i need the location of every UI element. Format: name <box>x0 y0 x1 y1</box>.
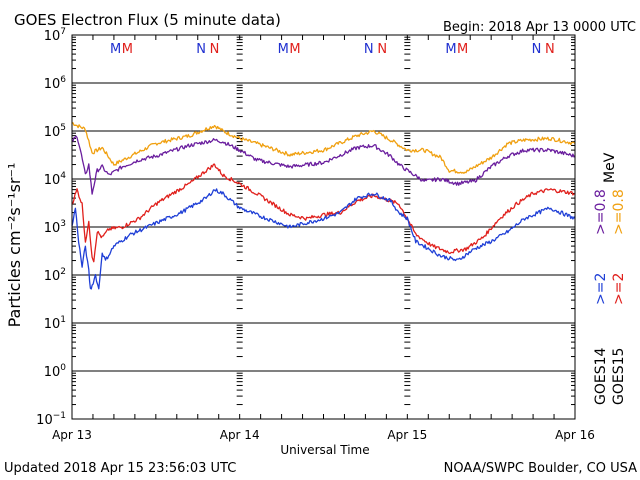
legend-satellite-label: GOES15 <box>611 348 627 405</box>
series-layer <box>71 121 576 290</box>
legend-unit: MeV <box>602 152 618 183</box>
y-tick-label: 105 <box>44 123 66 140</box>
series-line <box>71 163 576 263</box>
y-tick-label: 100 <box>44 363 67 380</box>
y-tick-labels: 107 106 105 104 103 102 101 100 10−1 <box>36 27 66 428</box>
position-marker: N <box>196 42 206 57</box>
legend-entry: >=2 <box>593 273 609 305</box>
legend-entry: >=0.8 <box>611 189 627 235</box>
y-tick-label: 102 <box>44 267 66 284</box>
legend-entry: >=0.8 <box>593 189 609 235</box>
plot-frame <box>71 34 576 420</box>
x-axis-label: Universal Time <box>280 443 369 457</box>
position-marker: M <box>278 42 289 57</box>
legend-satellite-label: GOES14 <box>593 347 609 405</box>
position-marker: M <box>445 42 456 57</box>
x-tick-label: Apr 15 <box>387 428 427 442</box>
grid-lines <box>72 82 575 372</box>
x-tick-labels: Apr 13 Apr 14 Apr 15 Apr 16 <box>52 428 595 442</box>
position-marker: N <box>210 42 220 57</box>
series-line <box>71 135 576 195</box>
x-tick-label: Apr 16 <box>555 428 595 442</box>
y-axis-label: Particles cm⁻²s⁻¹sr⁻¹ <box>5 163 24 328</box>
position-marker: M <box>289 42 300 57</box>
y-tick-label: 10−1 <box>36 411 66 428</box>
position-marker: M <box>457 42 468 57</box>
credit: NOAA/SWPC Boulder, CO USA <box>444 461 637 476</box>
position-marker: N <box>364 42 374 57</box>
position-marker: M <box>110 42 121 57</box>
x-tick-label: Apr 13 <box>52 428 92 442</box>
updated-time: Updated 2018 Apr 15 23:56:03 UTC <box>4 461 236 476</box>
position-marker: N <box>532 42 542 57</box>
y-tick-label: 106 <box>44 75 67 92</box>
position-marker: M <box>122 42 133 57</box>
chart-title: GOES Electron Flux (5 minute data) <box>14 11 281 29</box>
y-tick-label: 107 <box>44 27 66 44</box>
y-tick-label: 101 <box>44 315 66 332</box>
y-tick-label: 103 <box>44 219 66 236</box>
series-line <box>71 121 576 174</box>
position-marker: N <box>545 42 555 57</box>
x-tick-label: Apr 14 <box>220 428 260 442</box>
y-tick-label: 104 <box>44 171 67 188</box>
legend: GOES14 >=2 >=0.8 GOES15 >=2 >=0.8 MeV <box>593 152 627 405</box>
begin-time: Begin: 2018 Apr 13 0000 UTC <box>443 20 636 35</box>
position-marker: N <box>377 42 387 57</box>
legend-entry: >=2 <box>611 273 627 305</box>
series-line <box>71 188 576 290</box>
legend-group: GOES14 >=2 >=0.8 GOES15 >=2 >=0.8 MeV <box>593 152 627 405</box>
